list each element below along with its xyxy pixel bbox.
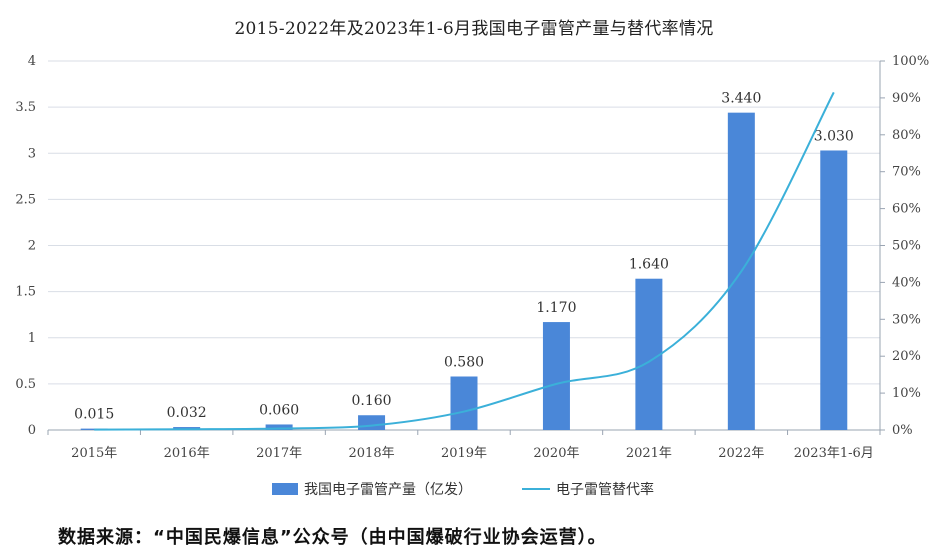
bar — [635, 278, 663, 430]
source-note: 数据来源：“中国民爆信息”公众号（由中国爆破行业协会运营）。 — [58, 527, 607, 548]
y-right-tick-label: 100% — [892, 54, 929, 69]
x-tick-label: 2018年 — [349, 446, 395, 461]
y-right-tick-label: 30% — [892, 312, 921, 327]
y-right-tick-label: 20% — [892, 349, 921, 364]
y-left-tick-label: 1 — [28, 331, 36, 346]
legend-line-label: 电子雷管替代率 — [556, 481, 654, 498]
y-left-tick-label: 0.5 — [15, 377, 36, 392]
line-series-substitution-rate — [94, 91, 835, 431]
bar — [358, 415, 386, 430]
x-tick-label: 2016年 — [164, 446, 210, 461]
x-tick-label: 2023年1-6月 — [794, 446, 874, 461]
x-tick-label: 2019年 — [441, 446, 487, 461]
y-left-tick-label: 0 — [28, 423, 36, 438]
y-left-tick-label: 2.5 — [15, 192, 36, 207]
bar — [450, 376, 478, 430]
bar-data-label: 3.440 — [721, 91, 761, 107]
bar-data-label: 0.060 — [259, 402, 299, 418]
bar-data-label: 0.580 — [444, 354, 484, 370]
legend-bar-swatch — [272, 483, 298, 495]
y-right-tick-label: 90% — [892, 91, 921, 106]
bar — [820, 150, 848, 431]
y-right-tick-label: 40% — [892, 275, 921, 290]
bar-data-label: 1.170 — [536, 300, 576, 316]
y-left-tick-label: 1.5 — [15, 285, 36, 300]
x-tick-label: 2017年 — [256, 446, 302, 461]
y-right-tick-label: 70% — [892, 165, 921, 180]
y-left-tick-label: 2 — [28, 239, 36, 254]
y-right-tick-label: 0% — [892, 423, 913, 438]
chart-title: 2015-2022年及2023年1-6月我国电子雷管产量与替代率情况 — [234, 19, 714, 39]
legend-bar-label: 我国电子雷管产量（亿发） — [304, 482, 472, 498]
y-right-tick-label: 10% — [892, 386, 921, 401]
y-right-tick-label: 60% — [892, 202, 921, 217]
x-tick-label: 2015年 — [71, 446, 117, 461]
bar-data-label: 0.160 — [352, 393, 392, 409]
x-tick-label: 2022年 — [718, 446, 764, 461]
bar-data-label: 1.640 — [629, 257, 669, 273]
x-tick-label: 2020年 — [533, 446, 579, 461]
y-right-tick-label: 80% — [892, 128, 921, 143]
bar-data-label: 0.015 — [74, 407, 114, 423]
x-tick-label: 2021年 — [626, 446, 672, 461]
y-left-tick-label: 3.5 — [15, 100, 36, 115]
bar-data-label: 0.032 — [167, 405, 207, 421]
bar — [542, 322, 570, 430]
bar — [265, 424, 293, 430]
y-left-tick-label: 3 — [28, 146, 36, 161]
bar-data-label: 3.030 — [814, 128, 854, 144]
y-left-tick-label: 4 — [28, 54, 36, 69]
y-right-tick-label: 50% — [892, 239, 921, 254]
